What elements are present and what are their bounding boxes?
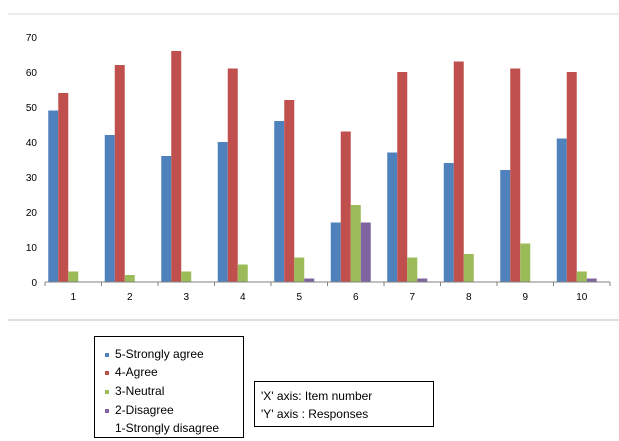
bar-7-series-2	[397, 72, 408, 282]
legend-swatch-icon	[105, 352, 109, 357]
x-tick-label: 4	[240, 292, 246, 303]
bar-marks	[48, 51, 597, 282]
x-tick-label: 5	[296, 292, 302, 303]
y-tick-label: 20	[26, 208, 38, 219]
bar-4-series-1	[217, 142, 228, 282]
bar-10-series-3	[576, 271, 587, 282]
bar-3-series-2	[171, 51, 182, 282]
bar-1-series-1	[48, 110, 59, 282]
bar-9-series-3	[520, 243, 531, 282]
bar-chart: 0 10 20 30 40 50 60 70 1 2 3 4 5 6 7 8 9 10	[8, 13, 619, 321]
bar-8-series-1	[443, 163, 454, 282]
bar-10-series-4	[586, 278, 597, 282]
legend-swatch-icon	[105, 408, 109, 413]
bar-6-series-1	[330, 222, 341, 282]
bar-10-series-2	[566, 72, 577, 282]
x-tick-label: 8	[466, 292, 472, 303]
bar-4-series-2	[227, 68, 238, 282]
bar-1-series-2	[58, 93, 69, 282]
bar-7-series-1	[387, 152, 398, 282]
bar-6-series-2	[340, 131, 351, 282]
bar-3-series-1	[161, 156, 172, 282]
x-tick-label: 3	[183, 292, 189, 303]
legend-label: 3-Neutral	[115, 384, 165, 398]
legend-item-neutral: 3-Neutral	[105, 384, 164, 398]
bar-6-series-4	[360, 222, 371, 282]
y-axis-ticks: 0 10 20 30 40 50 60 70	[26, 33, 38, 289]
x-tick-label: 6	[353, 292, 359, 303]
bar-10-series-1	[556, 138, 567, 282]
bar-9-series-1	[500, 170, 511, 282]
x-tick-label: 1	[70, 292, 76, 303]
bar-9-series-2	[510, 68, 521, 282]
bar-5-series-2	[284, 100, 295, 282]
x-tick-label: 2	[127, 292, 133, 303]
bar-2-series-3	[124, 275, 135, 282]
y-tick-label: 40	[26, 138, 38, 149]
x-axis-note: 'X' axis: Item number	[261, 389, 373, 403]
legend-item-strongly-agree: 5-Strongly agree	[105, 347, 204, 361]
legend-swatch-icon	[105, 427, 109, 431]
y-tick-label: 0	[31, 278, 37, 289]
bar-1-series-3	[68, 271, 79, 282]
y-axis-note: 'Y' axis : Responses	[261, 407, 369, 421]
y-tick-label: 70	[26, 33, 38, 44]
bar-5-series-4	[304, 278, 315, 282]
legend-swatch-icon	[105, 370, 109, 375]
bar-6-series-3	[350, 205, 361, 282]
bar-4-series-3	[237, 264, 248, 282]
legend: 5-Strongly agree 4-Agree 3-Neutral 2-Dis…	[94, 336, 244, 438]
x-tick-label: 7	[409, 292, 415, 303]
legend-item-agree: 4-Agree	[105, 365, 158, 379]
bar-7-series-4	[417, 278, 428, 282]
bar-5-series-3	[294, 257, 305, 282]
legend-item-disagree: 2-Disagree	[105, 403, 174, 417]
legend-label: 4-Agree	[115, 365, 158, 379]
y-tick-label: 60	[26, 68, 38, 79]
y-tick-label: 30	[26, 173, 38, 184]
bar-8-series-3	[463, 254, 474, 282]
legend-item-strongly-disagree: 1-Strongly disagree	[105, 421, 219, 435]
y-tick-label: 10	[26, 243, 38, 254]
legend-swatch-icon	[105, 389, 109, 394]
legend-label: 1-Strongly disagree	[115, 421, 220, 435]
bar-8-series-2	[453, 61, 464, 282]
bar-2-series-2	[114, 65, 125, 282]
axis-note-box: 'X' axis: Item number 'Y' axis : Respons…	[254, 381, 434, 427]
bar-2-series-1	[104, 135, 115, 282]
y-tick-label: 50	[26, 103, 38, 114]
x-tick-label: 10	[576, 292, 588, 303]
bar-5-series-1	[274, 121, 285, 282]
bar-3-series-3	[181, 271, 192, 282]
legend-label: 5-Strongly agree	[115, 347, 204, 361]
x-tick-label: 9	[522, 292, 528, 303]
legend-label: 2-Disagree	[115, 403, 174, 417]
x-axis-ticks: 1 2 3 4 5 6 7 8 9 10	[44, 282, 611, 303]
bar-7-series-3	[407, 257, 418, 282]
